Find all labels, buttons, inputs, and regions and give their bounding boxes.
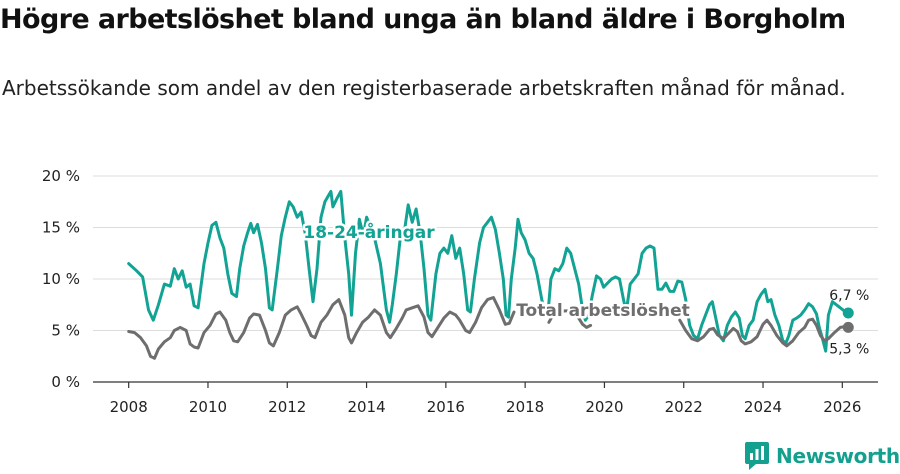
series-line-total-arbetsl-shet <box>127 296 516 360</box>
x-tick-label: 2016 <box>427 398 465 416</box>
gridlines <box>93 175 878 331</box>
x-tick-label: 2026 <box>823 398 861 416</box>
x-tick-label: 2010 <box>189 398 227 416</box>
x-tick-label: 2012 <box>268 398 306 416</box>
x-tick-label: 2018 <box>506 398 544 416</box>
y-axis-ticks: 0 % 5 % 10 % 15 % 20 % <box>42 167 80 391</box>
x-axis: 2008 2010 2012 2014 2016 2018 2020 2022 2024 2026 <box>93 381 878 416</box>
series-label-total: Total arbetslöshet <box>516 301 690 321</box>
x-tick-label: 2020 <box>585 398 623 416</box>
y-tick-label: 20 % <box>42 167 80 185</box>
chart-subtitle: Arbetssökande som andel av den registerb… <box>2 76 846 100</box>
series-lines <box>127 189 850 360</box>
x-tick-label: 2022 <box>665 398 703 416</box>
newsworthy-logo: Newsworthy <box>744 441 900 471</box>
x-tick-label: 2008 <box>110 398 148 416</box>
series-line-total-arbetsl-shet <box>547 309 593 329</box>
series-label-youth: 18-24-åringar <box>303 221 435 243</box>
y-tick-label: 0 % <box>51 373 80 391</box>
chart-title: Högre arbetslöshet bland unga än bland ä… <box>0 4 846 35</box>
y-tick-label: 10 % <box>42 270 80 288</box>
y-tick-label: 5 % <box>51 322 80 340</box>
x-tick-label: 2014 <box>347 398 385 416</box>
brand-name: Newsworthy <box>776 444 900 468</box>
end-label-total: 5,3 % <box>829 341 869 357</box>
series-line-18-24-ringar <box>127 189 850 353</box>
series-labels: 6,7 % 5,3 % 18-24-åringar Total arbetslöshe… <box>301 219 869 358</box>
x-tick-label: 2024 <box>744 398 782 416</box>
newsworthy-logo-icon <box>745 442 769 470</box>
end-label-youth: 6,7 % <box>829 288 869 304</box>
end-marker-total <box>842 321 854 333</box>
series-line-total-arbetsl-shet <box>678 317 850 348</box>
end-marker-youth <box>842 307 854 319</box>
y-tick-label: 15 % <box>42 219 80 237</box>
